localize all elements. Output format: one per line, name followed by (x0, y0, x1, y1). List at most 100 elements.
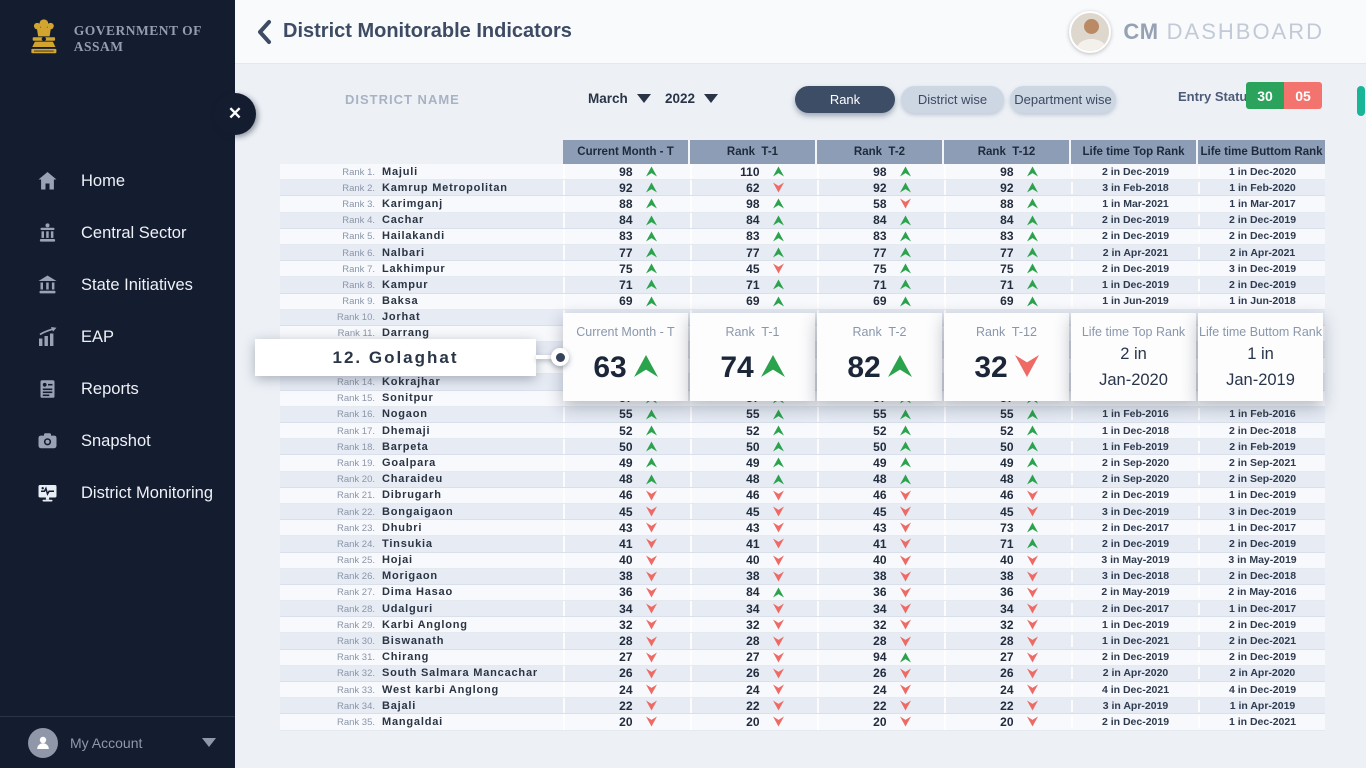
lifetime-bottom-rank-cell: 2 in May-2016 (1198, 586, 1325, 599)
table-row[interactable]: Rank 7. Lakhimpur 75 45 75 75 2 in Dec-2019 3 i… (280, 261, 1325, 278)
lifetime-bottom-rank-cell: 2 in Dec-2019 (1198, 651, 1325, 664)
rank-value-cell: 71 (817, 277, 944, 293)
district-name: Dhubri (382, 521, 423, 534)
rank-value: 50 (1000, 439, 1014, 454)
table-row[interactable]: Rank 9. Baksa 69 69 69 69 1 in Jun-2019 1 in Ju… (280, 293, 1325, 310)
table-row[interactable]: Rank 34. Bajali 22 22 22 22 3 in Apr-2019 1 in … (280, 698, 1325, 715)
vertical-scrollbar-thumb[interactable] (1357, 86, 1365, 116)
rank-value: 46 (619, 488, 633, 503)
lifetime-top-rank-cell: 2 in Sep-2020 (1071, 456, 1198, 469)
sidebar-item-snapshot[interactable]: Snapshot (0, 415, 235, 467)
table-row[interactable]: Rank 21. Dibrugarh 46 46 46 46 2 in Dec-2019 1 … (280, 487, 1325, 504)
department-wise-view-button[interactable]: Department wise (1010, 86, 1116, 113)
district-name-cell: Rank 25. Hojai (280, 554, 563, 566)
government-logo: GOVERNMENT OF ASSAM (0, 0, 235, 64)
rank-value-cell: 84 (690, 212, 817, 228)
sidebar-close-button[interactable]: ✕ (214, 93, 256, 135)
district-name-cell: Rank 5. Hailakandi (280, 230, 563, 242)
trend-down-icon (772, 506, 784, 517)
rank-value: 88 (1000, 196, 1014, 211)
sidebar-item-home[interactable]: Home (0, 155, 235, 207)
chevron-left-icon (258, 19, 271, 44)
lifetime-bottom-rank-cell: 1 in Dec-2019 (1198, 489, 1325, 502)
table-row[interactable]: Rank 31. Chirang 27 27 94 27 2 in Dec-2019 2 in… (280, 649, 1325, 666)
rank-value: 38 (873, 569, 887, 584)
back-button[interactable] (255, 19, 273, 45)
district-wise-view-button[interactable]: District wise (901, 86, 1004, 113)
rank-view-button[interactable]: Rank (795, 86, 895, 113)
rank-value-cell: 98 (817, 164, 944, 180)
table-row[interactable]: Rank 5. Hailakandi 83 83 83 83 2 in Dec-2019 2 … (280, 228, 1325, 245)
sidebar-item-state-initiatives[interactable]: State Initiatives (0, 259, 235, 311)
rank-value-cell: 84 (690, 584, 817, 601)
trend-up-icon (645, 231, 657, 242)
trend-down-icon (899, 635, 911, 647)
rank-value-cell: 22 (817, 698, 944, 714)
table-row[interactable]: Rank 19. Goalpara 49 49 49 49 2 in Sep-2020 2 i… (280, 455, 1325, 472)
table-row[interactable]: Rank 27. Dima Hasao 36 84 36 36 2 in May-2019 2… (280, 584, 1325, 602)
district-name: Karbi Anglong (382, 618, 468, 631)
district-name-cell: Rank 18. Barpeta (280, 441, 563, 453)
district-name-cell: Rank 28. Udalguri (280, 603, 563, 615)
district-rank-label: Rank 21. (336, 490, 375, 502)
district-name-cell: Rank 21. Dibrugarh (280, 489, 563, 501)
rank-value-cell: 71 (563, 277, 690, 293)
table-row[interactable]: Rank 4. Cachar 84 84 84 84 2 in Dec-2019 2 in D… (280, 212, 1325, 229)
table-row[interactable]: Rank 17. Dhemaji 52 52 52 52 1 in Dec-2018 2 in… (280, 423, 1325, 440)
table-row[interactable]: Rank 1. Majuli 98 110 98 98 2 in Dec-2019 1 in … (280, 164, 1325, 181)
table-row[interactable]: Rank 24. Tinsukia 41 41 41 71 2 in Dec-2019 2 i… (280, 536, 1325, 553)
rank-value-cell: 24 (563, 682, 690, 698)
account-avatar-icon (28, 727, 58, 758)
lifetime-bottom-rank-cell: 2 in Apr-2021 (1198, 246, 1325, 259)
rank-value: 36 (873, 585, 887, 600)
rank-value: 77 (873, 245, 887, 260)
lifetime-top-rank-cell: 1 in Feb-2016 (1071, 408, 1198, 421)
popup-card-value: 32 (974, 351, 1008, 384)
table-row[interactable]: Rank 30. Biswanath 28 28 28 28 1 in Dec-2021 2 … (280, 633, 1325, 650)
sidebar-item-eap[interactable]: EAP (0, 311, 235, 363)
sidebar-item-district-monitoring[interactable]: District Monitoring (0, 467, 235, 519)
rank-value: 50 (873, 439, 887, 454)
lifetime-top-rank-cell: 2 in Dec-2017 (1071, 602, 1198, 615)
rank-value: 58 (873, 196, 887, 211)
lifetime-top-rank-cell: 3 in Apr-2019 (1071, 699, 1198, 712)
trend-down-icon (899, 571, 911, 582)
rank-value-cell: 71 (944, 536, 1071, 552)
column-header-rank-t12: Rank T-12 (944, 140, 1071, 164)
rank-value-cell: 26 (944, 665, 1071, 681)
sidebar-item-reports[interactable]: Reports (0, 363, 235, 415)
popup-card-label: Rank T-2 (852, 325, 907, 339)
table-row[interactable]: Rank 22. Bongaigaon 45 45 45 45 3 in Dec-2019 3… (280, 503, 1325, 521)
trend-up-icon (772, 587, 784, 598)
table-row[interactable]: Rank 3. Karimganj 88 98 58 88 1 in Mar-2021 1 i… (280, 196, 1325, 213)
table-row[interactable]: Rank 2. Kamrup Metropolitan 92 62 92 92 3 in F… (280, 180, 1325, 197)
table-row[interactable]: Rank 35. Mangaldai 20 20 20 20 2 in Dec-2019 1 … (280, 714, 1325, 731)
district-name: South Salmara Mancachar (382, 667, 538, 680)
table-row[interactable]: Rank 8. Kampur 71 71 71 71 1 in Dec-2019 2 in D… (280, 277, 1325, 294)
table-row[interactable]: Rank 26. Morigaon 38 38 38 38 3 in Dec-2018 2 i… (280, 568, 1325, 585)
table-row[interactable]: Rank 16. Nogaon 55 55 55 55 1 in Feb-2016 1 in … (280, 406, 1325, 423)
table-row[interactable]: Rank 29. Karbi Anglong 32 32 32 32 1 in Dec-20… (280, 617, 1325, 634)
district-name-cell: Rank 4. Cachar (280, 214, 563, 226)
table-row[interactable]: Rank 25. Hojai 40 40 40 40 3 in May-2019 3 in M… (280, 552, 1325, 569)
trend-down-icon (899, 538, 911, 549)
table-row[interactable]: Rank 23. Dhubri 43 43 43 73 2 in Dec-2017 1 in … (280, 520, 1325, 537)
month-dropdown[interactable]: March (588, 91, 651, 106)
lifetime-top-rank-cell: 2 in Sep-2020 (1071, 473, 1198, 486)
table-row[interactable]: Rank 6. Nalbari 77 77 77 77 2 in Apr-2021 2 in … (280, 244, 1325, 262)
rank-value-cell: 94 (817, 649, 944, 665)
table-row[interactable]: Rank 20. Charaideu 48 48 48 48 2 in Sep-2020 2 … (280, 471, 1325, 488)
my-account[interactable]: My Account (0, 716, 235, 768)
column-header-current-month: Current Month - T (563, 140, 690, 164)
year-dropdown[interactable]: 2022 (665, 91, 719, 106)
sidebar-item-central-sector[interactable]: Central Sector (0, 207, 235, 259)
table-row[interactable]: Rank 18. Barpeta 50 50 50 50 1 in Feb-2019 2 in… (280, 439, 1325, 456)
rank-value: 84 (746, 213, 760, 228)
table-row[interactable]: Rank 33. West karbi Anglong 24 24 24 24 4 in D… (280, 682, 1325, 699)
table-row[interactable]: Rank 32. South Salmara Mancachar 26 26 26 26 2… (280, 665, 1325, 682)
popup-card-lifetime-bottom: Life time Buttom Rank 1 in Jan-2019 (1198, 313, 1323, 401)
table-row[interactable]: Rank 28. Udalguri 34 34 34 34 2 in Dec-2017 1 i… (280, 601, 1325, 618)
district-rank-label: Rank 2. (342, 182, 375, 194)
rank-value: 71 (1000, 536, 1014, 551)
sidebar-item-label: Snapshot (81, 431, 151, 450)
